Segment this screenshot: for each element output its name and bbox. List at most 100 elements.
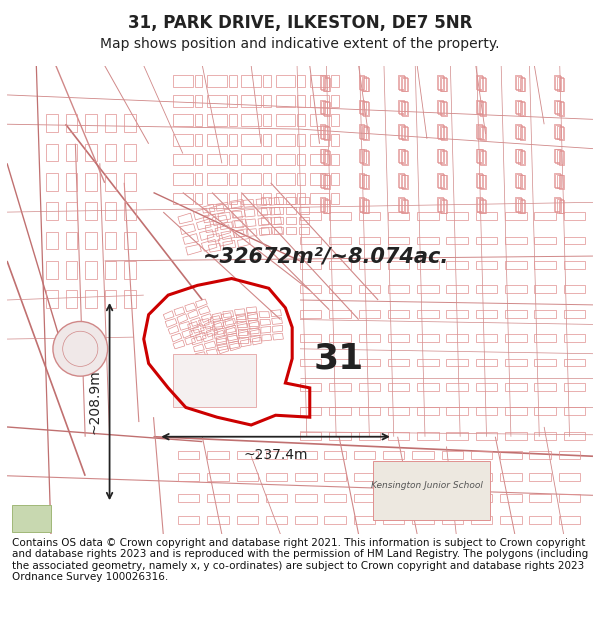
Bar (323, 101, 329, 115)
Bar (295, 473, 317, 481)
Bar (417, 310, 439, 318)
Bar (476, 100, 482, 114)
Bar (300, 432, 322, 439)
Bar (471, 473, 493, 481)
Bar (559, 78, 565, 91)
Bar (505, 359, 527, 366)
Bar (266, 494, 287, 502)
Bar (331, 154, 339, 165)
Bar (478, 101, 483, 114)
Bar (388, 310, 409, 318)
Bar (442, 473, 463, 481)
Bar (481, 176, 487, 189)
Bar (359, 76, 364, 89)
Bar (359, 408, 380, 415)
Bar (300, 236, 322, 244)
Bar (398, 198, 404, 211)
Bar (438, 125, 444, 139)
Bar (481, 151, 487, 164)
Bar (399, 174, 405, 188)
Bar (46, 261, 58, 279)
Bar (241, 154, 261, 165)
Bar (515, 100, 521, 114)
Bar (529, 473, 551, 481)
Bar (446, 286, 468, 293)
Bar (229, 95, 236, 107)
Bar (556, 76, 562, 90)
Bar (388, 432, 409, 439)
Bar (85, 173, 97, 191)
Bar (46, 232, 58, 249)
Bar (383, 473, 404, 481)
Bar (329, 261, 351, 269)
Bar (310, 154, 329, 165)
Bar (401, 199, 407, 212)
Bar (557, 126, 563, 139)
Bar (559, 451, 580, 459)
Bar (476, 432, 497, 439)
Bar (241, 76, 261, 87)
Bar (178, 516, 199, 524)
Bar (295, 494, 317, 502)
Bar (520, 151, 526, 164)
Bar (438, 76, 444, 90)
Bar (310, 95, 329, 107)
Bar (310, 134, 329, 146)
Bar (412, 494, 434, 502)
Bar (563, 383, 585, 391)
Bar (505, 261, 527, 269)
Bar (476, 236, 497, 244)
Bar (412, 451, 434, 459)
Text: 31: 31 (314, 342, 364, 376)
Bar (517, 101, 522, 114)
Bar (476, 149, 482, 162)
Bar (329, 212, 351, 220)
Bar (399, 149, 405, 163)
Bar (518, 199, 524, 212)
Bar (124, 144, 136, 161)
Bar (207, 192, 227, 204)
Bar (323, 126, 329, 139)
Bar (437, 124, 443, 138)
Bar (275, 192, 295, 204)
Bar (399, 101, 405, 114)
Bar (331, 173, 339, 185)
Bar (559, 473, 580, 481)
Bar (563, 310, 585, 318)
Bar (559, 151, 565, 164)
Bar (331, 95, 339, 107)
Bar (559, 176, 565, 189)
Bar (471, 516, 493, 524)
Bar (263, 192, 271, 204)
Bar (360, 76, 366, 90)
Bar (46, 173, 58, 191)
Bar (124, 290, 136, 308)
Bar (263, 173, 271, 185)
Bar (388, 359, 409, 366)
Bar (325, 473, 346, 481)
Bar (398, 76, 404, 89)
Bar (229, 114, 236, 126)
Bar (300, 334, 322, 342)
Text: ~208.9m: ~208.9m (88, 369, 102, 434)
Bar (321, 101, 327, 114)
Bar (535, 212, 556, 220)
Bar (323, 150, 329, 164)
Bar (359, 261, 380, 269)
Bar (437, 149, 443, 162)
Bar (440, 77, 446, 91)
Bar (362, 174, 368, 188)
Bar (401, 126, 407, 139)
Bar (297, 154, 305, 165)
Bar (517, 198, 522, 212)
Bar (554, 149, 560, 162)
Bar (440, 199, 446, 212)
Bar (124, 173, 136, 191)
Bar (263, 76, 271, 87)
Bar (518, 101, 524, 115)
Bar (363, 126, 369, 140)
Bar (325, 451, 346, 459)
Bar (310, 173, 329, 185)
Bar (505, 236, 527, 244)
Bar (275, 154, 295, 165)
